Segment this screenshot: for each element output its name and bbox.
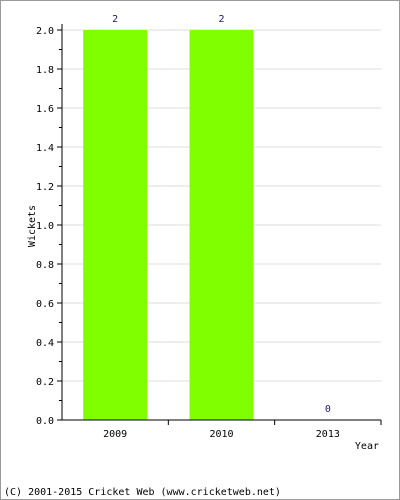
y-axis-title: Wickets xyxy=(27,205,38,247)
y-tick-label: 1.2 xyxy=(36,182,54,193)
y-tick-label: 0.8 xyxy=(36,260,54,271)
x-axis-title: Year xyxy=(355,441,379,452)
x-tick-label-2013: 2013 xyxy=(316,429,340,440)
bars xyxy=(83,30,254,420)
y-tick-label: 1.0 xyxy=(36,221,54,232)
y-tick-label: 0.6 xyxy=(36,299,54,310)
y-tick-label: 1.8 xyxy=(36,65,54,76)
axes xyxy=(57,24,382,425)
data-label-2010: 2 xyxy=(218,14,224,25)
data-labels: 2 2 0 xyxy=(112,14,331,415)
y-tick-label: 0.0 xyxy=(36,416,54,427)
y-tick-label: 1.6 xyxy=(36,104,54,115)
x-tick-label-2010: 2010 xyxy=(209,429,233,440)
x-tick-labels: 2009 2010 2013 xyxy=(103,429,340,440)
y-tick-label: 1.4 xyxy=(36,143,54,154)
data-label-2009: 2 xyxy=(112,14,118,25)
y-tick-labels: 0.0 0.2 0.4 0.6 0.8 1.0 1.2 1.4 1.6 1.8 2.0 xyxy=(36,26,54,427)
copyright-footer: (C) 2001-2015 Cricket Web (www.cricketwe… xyxy=(4,487,281,498)
bar-2010 xyxy=(189,30,254,420)
y-tick-label: 2.0 xyxy=(36,26,54,37)
y-tick-label: 0.2 xyxy=(36,377,54,388)
x-tick-label-2009: 2009 xyxy=(103,429,127,440)
bar-2009 xyxy=(83,30,148,420)
data-label-2013: 0 xyxy=(325,404,331,415)
y-tick-label: 0.4 xyxy=(36,338,54,349)
